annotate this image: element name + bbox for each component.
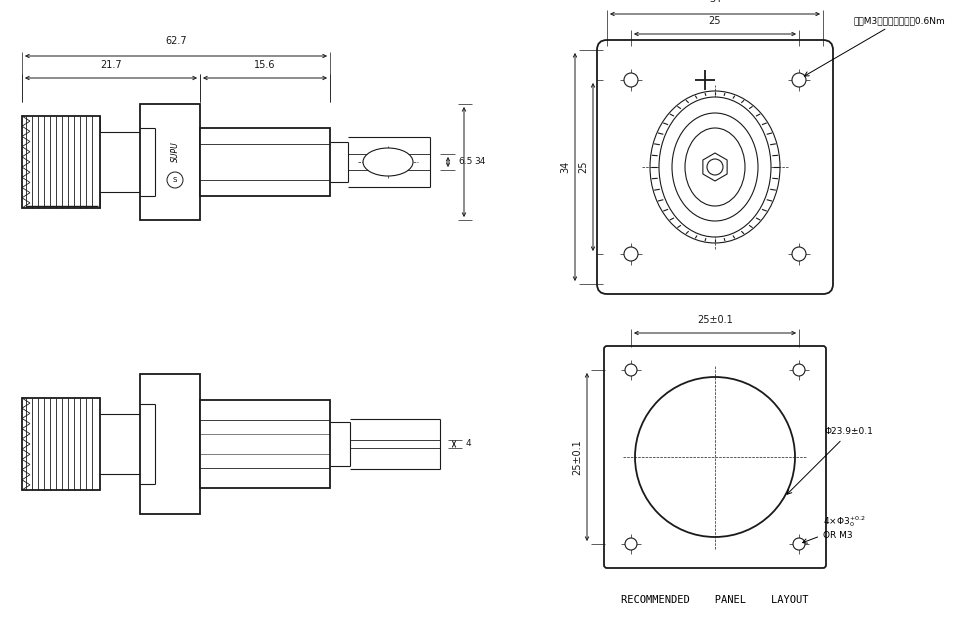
Polygon shape	[703, 153, 727, 181]
Text: S: S	[172, 177, 177, 183]
Circle shape	[625, 538, 637, 550]
Text: 4×Φ3$^{+0.2}_{0}$
OR M3: 4×Φ3$^{+0.2}_{0}$ OR M3	[802, 514, 865, 543]
Text: 34: 34	[709, 0, 721, 4]
Bar	[140, 104, 200, 220]
Circle shape	[635, 377, 795, 537]
FancyBboxPatch shape	[597, 40, 833, 294]
Ellipse shape	[659, 97, 771, 237]
Circle shape	[624, 247, 638, 261]
Text: 25: 25	[578, 160, 588, 174]
Bar	[200, 128, 330, 196]
Text: 34: 34	[560, 161, 570, 173]
Circle shape	[792, 247, 806, 261]
Text: 4: 4	[466, 440, 472, 448]
Ellipse shape	[685, 128, 745, 206]
Text: 25±0.1: 25±0.1	[697, 315, 733, 325]
Circle shape	[624, 73, 638, 87]
Text: 15.6: 15.6	[254, 60, 276, 70]
Text: Φ23.9±0.1: Φ23.9±0.1	[787, 427, 874, 494]
FancyBboxPatch shape	[604, 346, 826, 568]
Text: SUPU: SUPU	[171, 142, 179, 162]
Text: 62.7: 62.7	[165, 36, 187, 46]
Circle shape	[625, 364, 637, 376]
Text: 34: 34	[474, 157, 485, 167]
Bar	[140, 374, 200, 514]
Text: RECOMMENDED    PANEL    LAYOUT: RECOMMENDED PANEL LAYOUT	[621, 595, 809, 605]
Ellipse shape	[650, 91, 780, 243]
Bar	[200, 400, 330, 488]
Circle shape	[793, 538, 805, 550]
Text: 21.7: 21.7	[100, 60, 122, 70]
Circle shape	[793, 364, 805, 376]
Bar	[22, 398, 100, 490]
Text: 25±0.1: 25±0.1	[572, 439, 582, 475]
Ellipse shape	[363, 148, 413, 176]
Bar	[22, 116, 100, 208]
Text: 25: 25	[708, 16, 721, 26]
Ellipse shape	[672, 113, 758, 221]
Text: 推荐M3组合螺丝，扭矦0.6Nm: 推荐M3组合螺丝，扭矦0.6Nm	[804, 16, 946, 76]
Circle shape	[792, 73, 806, 87]
Circle shape	[707, 159, 723, 175]
Text: 6.5: 6.5	[458, 157, 472, 167]
